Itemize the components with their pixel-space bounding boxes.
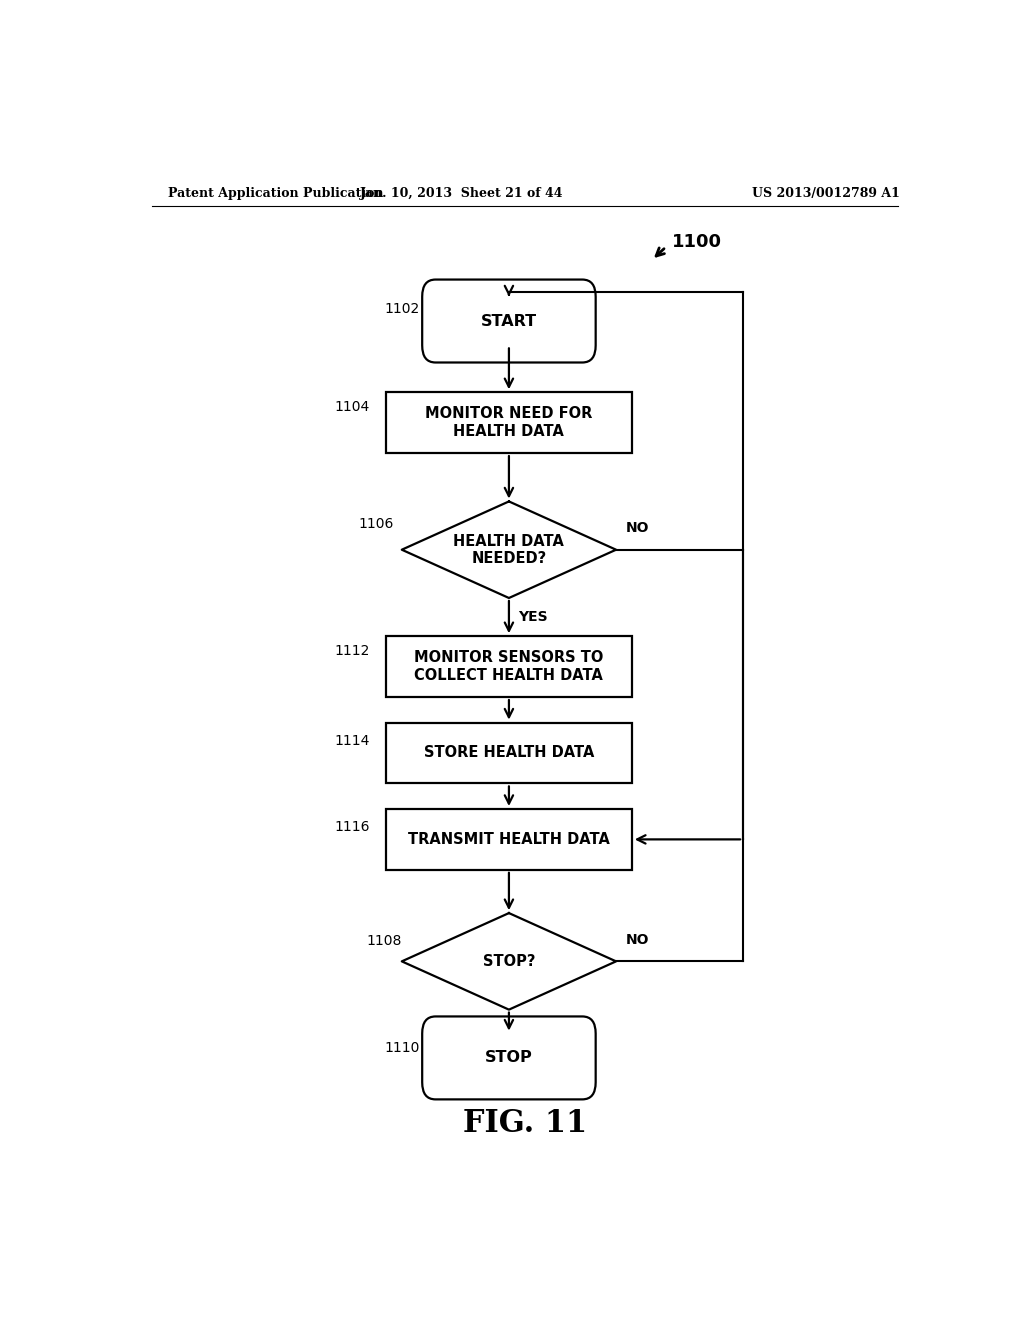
Text: HEALTH DATA
NEEDED?: HEALTH DATA NEEDED? [454, 533, 564, 566]
Text: Jan. 10, 2013  Sheet 21 of 44: Jan. 10, 2013 Sheet 21 of 44 [359, 187, 563, 201]
Text: FIG. 11: FIG. 11 [463, 1109, 587, 1139]
Text: 1106: 1106 [358, 517, 394, 532]
Text: MONITOR NEED FOR
HEALTH DATA: MONITOR NEED FOR HEALTH DATA [425, 407, 593, 438]
Text: TRANSMIT HEALTH DATA: TRANSMIT HEALTH DATA [408, 832, 610, 847]
Bar [386, 392, 632, 453]
Text: NO: NO [626, 933, 649, 948]
Text: YES: YES [518, 1015, 548, 1028]
Text: STOP: STOP [485, 1051, 532, 1065]
Polygon shape [401, 502, 616, 598]
Text: STORE HEALTH DATA: STORE HEALTH DATA [424, 746, 594, 760]
Text: 1110: 1110 [384, 1040, 420, 1055]
Bar [386, 722, 632, 784]
Text: 1104: 1104 [335, 400, 370, 414]
Polygon shape [401, 913, 616, 1010]
Text: START: START [481, 314, 537, 329]
Text: US 2013/0012789 A1: US 2013/0012789 A1 [753, 187, 900, 201]
Bar [386, 809, 632, 870]
Text: Patent Application Publication: Patent Application Publication [168, 187, 383, 201]
FancyBboxPatch shape [422, 1016, 596, 1100]
FancyBboxPatch shape [422, 280, 596, 363]
Text: MONITOR SENSORS TO
COLLECT HEALTH DATA: MONITOR SENSORS TO COLLECT HEALTH DATA [415, 651, 603, 682]
Text: STOP?: STOP? [482, 954, 536, 969]
Text: 1108: 1108 [367, 935, 401, 948]
Text: 1116: 1116 [335, 820, 370, 834]
Text: YES: YES [518, 610, 548, 624]
Bar [386, 636, 632, 697]
Text: 1102: 1102 [384, 302, 420, 315]
Text: NO: NO [626, 521, 649, 536]
Text: 1100: 1100 [672, 232, 722, 251]
Text: 1114: 1114 [335, 734, 370, 748]
Text: 1112: 1112 [335, 644, 370, 659]
